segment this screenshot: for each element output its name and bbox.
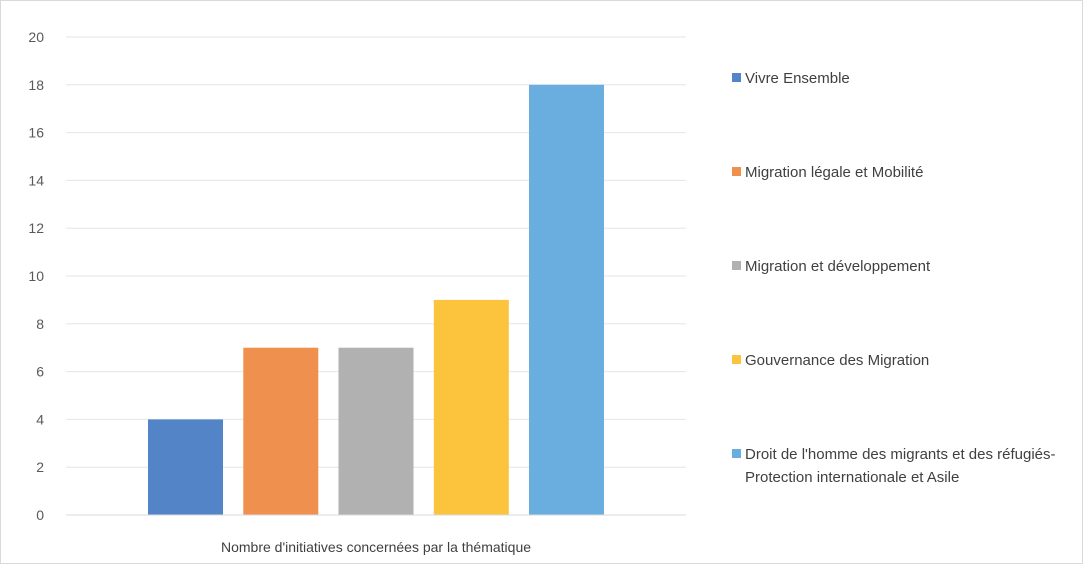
y-tick-label: 20: [28, 29, 44, 45]
y-tick-label: 12: [28, 220, 44, 236]
legend-item: Migration légale et Mobilité: [732, 161, 1077, 184]
bar: [338, 347, 414, 515]
y-axis-tick-labels: 0 2 4 6 8 10 12 14 16 18 20: [28, 29, 44, 523]
bar: [433, 299, 509, 515]
y-tick-label: 4: [36, 411, 44, 427]
bar: [148, 419, 223, 515]
y-tick-label: 0: [36, 507, 44, 523]
legend-item: Migration et développement: [732, 255, 1077, 278]
y-tick-label: 8: [36, 316, 44, 332]
y-tick-label: 6: [36, 364, 44, 380]
legend-swatch: [732, 167, 741, 176]
legend: Vivre Ensemble Migration légale et Mobili…: [732, 1, 1077, 565]
legend-item: Gouvernance des Migration: [732, 349, 1077, 372]
legend-label: Migration et développement: [745, 258, 931, 275]
y-tick-label: 16: [28, 125, 44, 141]
x-category-label: Nombre d'initiatives concernées par la t…: [221, 539, 531, 555]
bar: [529, 84, 604, 516]
y-tick-label: 2: [36, 459, 44, 475]
legend-swatch: [732, 449, 741, 458]
y-tick-label: 14: [28, 172, 44, 188]
bar: [243, 347, 319, 515]
legend-label: Gouvernance des Migration: [745, 352, 930, 369]
legend-swatch: [732, 355, 741, 364]
legend-swatch: [732, 261, 741, 270]
legend-item: Droit de l'homme des migrants et des réf…: [732, 443, 1077, 489]
legend-item: Vivre Ensemble: [732, 67, 1077, 90]
y-tick-label: 10: [28, 268, 44, 284]
bars: [148, 84, 604, 516]
y-tick-label: 18: [28, 77, 44, 93]
legend-swatch: [732, 73, 741, 82]
legend-label: Vivre Ensemble: [745, 70, 850, 87]
legend-label: Droit de l'homme des migrants et des réf…: [745, 446, 1056, 486]
legend-label: Migration légale et Mobilité: [745, 164, 924, 181]
